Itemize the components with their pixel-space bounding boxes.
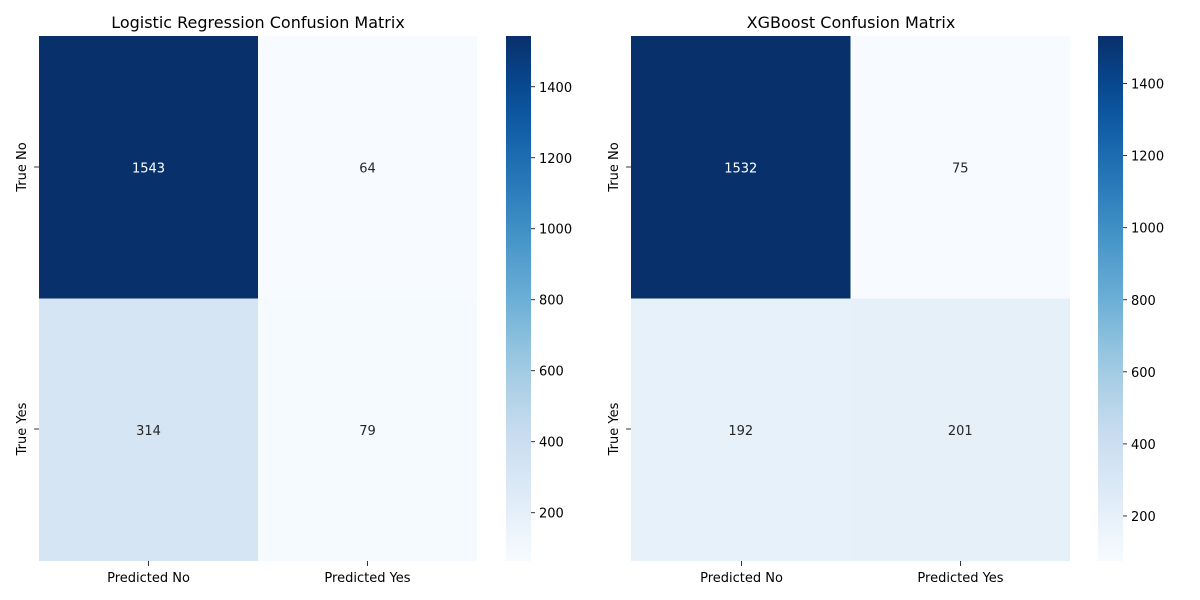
heatmap-cell (631, 36, 851, 299)
heatmap-panel-logistic-regression: Logistic Regression Confusion Matrix 154… (15, 13, 572, 586)
cell-value-label: 64 (359, 161, 376, 176)
heatmap-cell (258, 298, 477, 561)
cell-value-label: 314 (136, 424, 161, 439)
colorbar: 200 400 600 800 1000 1200 1400 (1098, 36, 1164, 561)
colorbar-tick-label: 800 (539, 294, 564, 309)
heatmap-cell (850, 36, 1070, 299)
colorbar-tick-label: 600 (1131, 366, 1156, 381)
cell-value-label: 1543 (132, 161, 165, 176)
chart-title: Logistic Regression Confusion Matrix (111, 13, 405, 32)
x-tick-label: Predicted Yes (917, 571, 1003, 586)
heatmap-cell (631, 298, 851, 561)
heatmap-cells: 1543 64 314 79 (39, 36, 477, 561)
colorbar: 200 400 600 800 1000 1200 1400 (506, 36, 572, 561)
colorbar-tick-label: 600 (539, 365, 564, 380)
x-axis: Predicted No Predicted Yes (107, 561, 411, 586)
heatmap-cell (39, 36, 258, 299)
cell-value-label: 1532 (724, 161, 757, 176)
heatmap-cell (39, 298, 258, 561)
colorbar-tick-label: 1000 (539, 223, 572, 238)
y-tick-label: True Yes (15, 402, 30, 456)
colorbar-tick-label: 200 (1131, 510, 1156, 525)
heatmap-cells: 1532 75 192 201 (631, 36, 1070, 561)
x-tick-label: Predicted Yes (324, 571, 410, 586)
colorbar-gradient (1098, 36, 1123, 561)
colorbar-tick-label: 400 (539, 436, 564, 451)
y-tick-label: True No (15, 142, 30, 192)
colorbar-tick-label: 1200 (1131, 150, 1164, 165)
y-tick-label: True No (607, 142, 622, 192)
colorbar-tick-label: 1400 (539, 81, 572, 96)
heatmap-panel-xgboost: XGBoost Confusion Matrix 1532 75 192 201 Pr… (607, 13, 1164, 586)
heatmap-cell (850, 298, 1070, 561)
cell-value-label: 75 (952, 161, 969, 176)
colorbar-tick-label: 1200 (539, 152, 572, 167)
colorbar-tick-label: 1400 (1131, 78, 1164, 93)
y-axis: True No True Yes (15, 142, 39, 456)
x-tick-label: Predicted No (700, 571, 783, 586)
cell-value-label: 79 (359, 424, 376, 439)
cell-value-label: 192 (728, 424, 753, 439)
colorbar-tick-label: 400 (1131, 438, 1156, 453)
colorbar-tick-label: 1000 (1131, 222, 1164, 237)
y-tick-label: True Yes (607, 402, 622, 456)
colorbar-tick-label: 800 (1131, 294, 1156, 309)
colorbar-tick-label: 200 (539, 507, 564, 522)
cell-value-label: 201 (948, 424, 973, 439)
chart-title: XGBoost Confusion Matrix (747, 13, 956, 32)
x-axis: Predicted No Predicted Yes (700, 561, 1004, 586)
x-tick-label: Predicted No (107, 571, 190, 586)
y-axis: True No True Yes (607, 142, 631, 456)
colorbar-gradient (506, 36, 531, 561)
heatmap-cell (258, 36, 477, 299)
